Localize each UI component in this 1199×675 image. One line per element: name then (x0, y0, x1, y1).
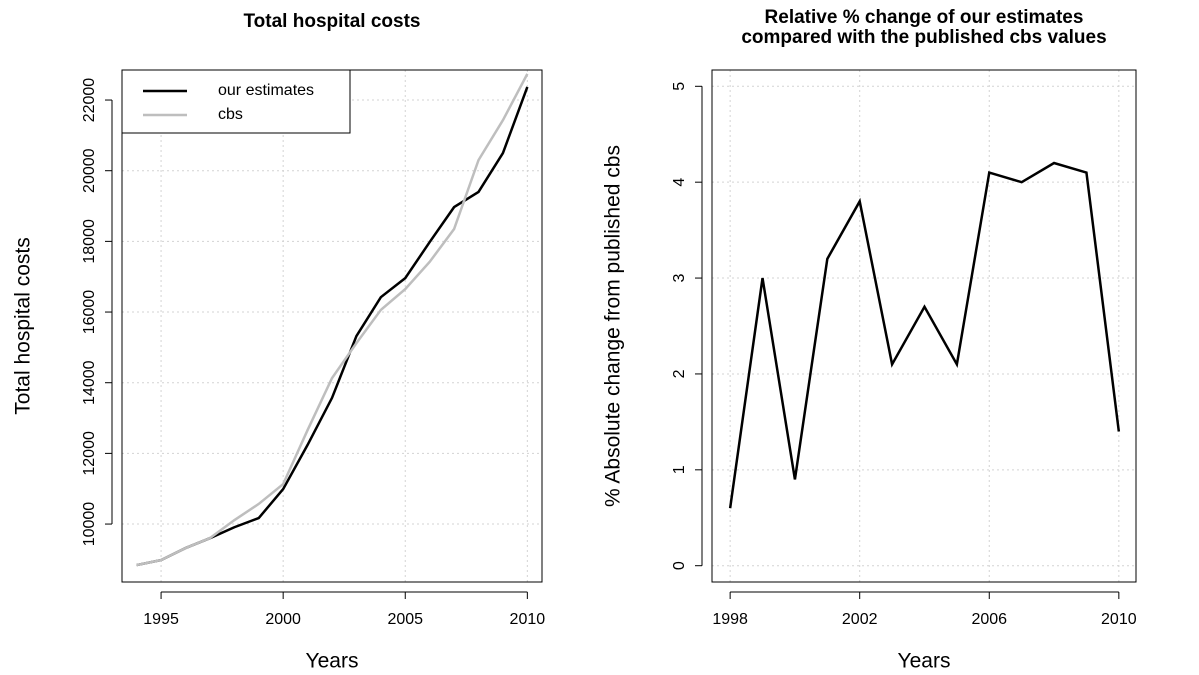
plot-frame (711, 69, 1137, 583)
x-tick-label: 2005 (387, 611, 423, 628)
legend-box (121, 69, 351, 134)
x-tick-label: 2010 (510, 611, 546, 628)
plot-frame (121, 69, 543, 583)
y-axis-title: Total hospital costs (12, 237, 35, 414)
x-tick-label: 1995 (143, 611, 179, 628)
chart-title: compared with the published cbs values (741, 27, 1106, 48)
x-tick-label: 2010 (1101, 611, 1137, 628)
legend-label: our estimates (218, 82, 314, 99)
x-tick-label: 2006 (971, 611, 1007, 628)
legend-label: cbs (218, 106, 243, 123)
y-tick-label: 5 (671, 82, 688, 91)
y-tick-label: 2 (671, 369, 688, 378)
y-tick-label: 16000 (81, 290, 98, 335)
y-tick-label: 4 (671, 178, 688, 187)
series-line (136, 73, 529, 567)
y-tick-label: 1 (671, 465, 688, 474)
y-tick-label: 0 (671, 561, 688, 570)
y-tick-label: 20000 (81, 148, 98, 193)
y-tick-label: 3 (671, 274, 688, 283)
x-tick-label: 1998 (712, 611, 748, 628)
y-tick-label: 14000 (81, 360, 98, 405)
series-line (136, 86, 529, 567)
y-tick-label: 22000 (81, 78, 98, 123)
y-axis-title: % Absolute change from published cbs (602, 145, 625, 507)
series-line (728, 161, 1121, 509)
chart-title: Total hospital costs (243, 11, 420, 32)
chart-title: Relative % change of our estimates (765, 7, 1084, 28)
x-tick-label: 2002 (842, 611, 878, 628)
y-tick-label: 18000 (81, 219, 98, 264)
y-tick-label: 10000 (81, 502, 98, 547)
x-axis-title: Years (306, 650, 359, 673)
x-axis-title: Years (898, 650, 951, 673)
x-tick-label: 2000 (265, 611, 301, 628)
y-tick-label: 12000 (81, 431, 98, 476)
